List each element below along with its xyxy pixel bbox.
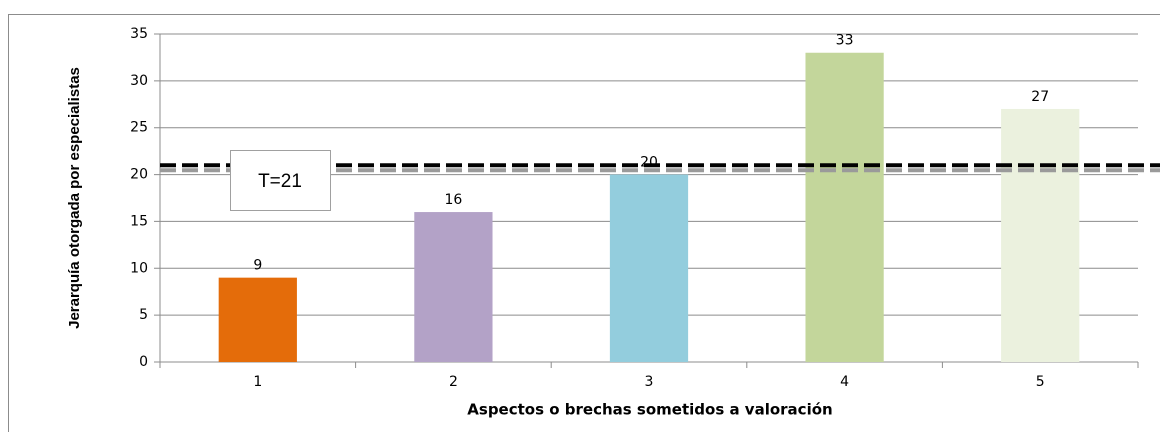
x-tick-label: 4 [840,374,849,390]
x-tick-label: 3 [645,374,654,390]
y-tick-label: 30 [130,73,148,89]
data-label: 33 [836,33,854,49]
y-tick-label: 25 [130,120,148,136]
y-tick-label: 20 [130,167,148,183]
data-label: 20 [640,155,658,171]
x-axis-title: Aspectos o brechas sometidos a valoració… [467,401,832,419]
y-tick-label: 10 [130,260,148,276]
y-axis-title: Jerarquía otorgada por especialistas [66,67,83,329]
x-tick-label: 2 [449,374,458,390]
bar [219,278,297,362]
bar [1001,109,1079,362]
annotation: T=21 [258,171,302,192]
data-label: 16 [444,192,462,208]
bar [805,53,883,362]
data-label: 27 [1031,89,1049,105]
y-tick-label: 0 [139,354,148,370]
bar [414,212,492,362]
bar [610,175,688,362]
y-tick-label: 5 [139,307,148,323]
y-tick-label: 15 [130,213,148,229]
x-tick-label: 1 [253,374,262,390]
x-tick-label: 5 [1036,374,1045,390]
chart-frame [9,15,1160,433]
y-tick-label: 35 [130,26,148,42]
data-label: 9 [253,258,262,274]
